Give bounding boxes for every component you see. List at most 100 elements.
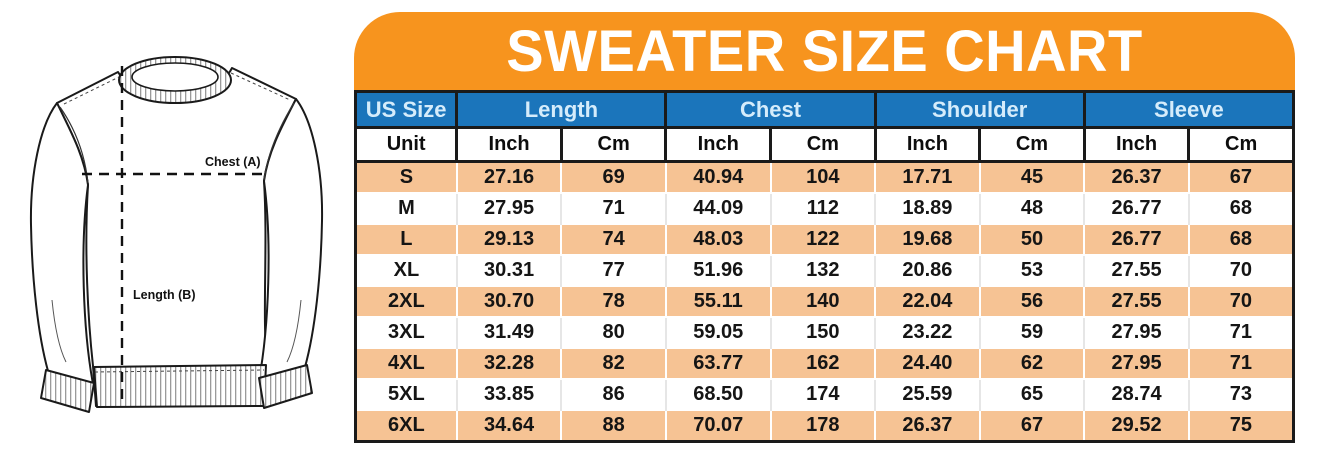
table-cell: 162 [770,347,877,379]
table-cell: 27.95 [1084,316,1190,348]
table-cell: 59.05 [665,316,772,348]
table-cell: 67 [979,409,1086,442]
table-cell: 27.55 [1084,285,1190,317]
table-cell: 31.49 [456,316,563,348]
table-cell: 19.68 [875,223,981,255]
table-cell: 69 [561,160,667,193]
table-cell: 67 [1188,160,1294,193]
table-cell: 32.28 [456,347,563,379]
table-row-4xl: 4XL 32.28 82 63.77 162 24.40 62 27.95 71 [355,347,1294,379]
table-cell: 77 [561,254,667,286]
table-cell: 104 [770,160,877,193]
sweater-right-cuff [258,364,313,409]
table-cell: 22.04 [875,285,981,317]
table-cell: 20.86 [875,254,981,286]
header-sleeve: Sleeve [1082,90,1296,129]
cell-size: 5XL [355,378,458,410]
chest-label: Chest (A) [205,155,261,169]
table-cell: 122 [770,223,877,255]
right-sleeve-fold-line [286,299,302,363]
table-cell: 26.77 [1084,192,1190,224]
table-row-3xl: 3XL 31.49 80 59.05 150 23.22 59 27.95 71 [355,316,1294,348]
unit-header: Inch [664,126,773,163]
table-cell: 27.55 [1084,254,1190,286]
table-cell: 25.59 [875,378,981,410]
table-row-m: M 27.95 71 44.09 112 18.89 48 26.77 68 [355,192,1294,224]
table-cell: 140 [770,285,877,317]
table-cell: 29.52 [1084,409,1190,442]
table-cell: 45 [979,160,1086,193]
table-cell: 40.94 [665,160,772,193]
hem-stitch-line [94,369,265,373]
table-cell: 24.40 [875,347,981,379]
cell-size: XL [355,254,458,286]
cell-size: 4XL [355,347,458,379]
unit-header: Cm [1187,126,1295,163]
table-cell: 18.89 [875,192,981,224]
size-chart-panel: SWEATER SIZE CHART US Size Length Chest … [353,12,1296,443]
right-shoulder-stitch-line [230,72,291,101]
header-shoulder: Shoulder [873,90,1086,129]
table-cell: 44.09 [665,192,772,224]
size-table: US Size Length Chest Shoulder Sleeve Uni… [353,90,1296,443]
left-shoulder-stitch-line [63,76,120,105]
table-row-2xl: 2XL 30.70 78 55.11 140 22.04 56 27.55 70 [355,285,1294,317]
table-cell: 63.77 [665,347,772,379]
table-cell: 51.96 [665,254,772,286]
table-cell: 70 [1188,254,1294,286]
table-cell: 26.37 [1084,160,1190,193]
table-cell: 48.03 [665,223,772,255]
table-cell: 29.13 [456,223,563,255]
table-cell: 80 [561,316,667,348]
table-row-6xl: 6XL 34.64 88 70.07 178 26.37 67 29.52 75 [355,409,1294,442]
unit-header: Inch [873,126,982,163]
cell-size: 6XL [355,409,458,442]
table-cell: 68.50 [665,378,772,410]
left-sleeve-fold-line [51,299,67,363]
table-row-s: S 27.16 69 40.94 104 17.71 45 26.37 67 [355,160,1294,193]
table-cell: 174 [770,378,877,410]
unit-header: Cm [769,126,877,163]
sweater-body [56,67,297,407]
table-cell: 88 [561,409,667,442]
table-cell: 26.77 [1084,223,1190,255]
table-cell: 26.37 [875,409,981,442]
header-length: Length [455,90,668,129]
table-cell: 71 [561,192,667,224]
unit-header: Cm [978,126,1086,163]
unit-header: Cm [559,126,668,163]
table-cell: 150 [770,316,877,348]
table-cell: 73 [1188,378,1294,410]
table-cell: 48 [979,192,1086,224]
table-cell: 33.85 [456,378,563,410]
table-cell: 112 [770,192,877,224]
table-cell: 75 [1188,409,1294,442]
sweater-left-cuff [40,369,95,413]
cell-size: 2XL [355,285,458,317]
table-cell: 55.11 [665,285,772,317]
table-row-l: L 29.13 74 48.03 122 19.68 50 26.77 68 [355,223,1294,255]
page-title: SWEATER SIZE CHART [506,17,1143,84]
cell-size: S [355,160,458,193]
table-cell: 59 [979,316,1086,348]
unit-header: Inch [1082,126,1191,163]
table-cell: 68 [1188,223,1294,255]
table-row-xl: XL 30.31 77 51.96 132 20.86 53 27.55 70 [355,254,1294,286]
title-banner: SWEATER SIZE CHART [354,12,1295,90]
cell-size: M [355,192,458,224]
table-cell: 71 [1188,316,1294,348]
table-cell: 71 [1188,347,1294,379]
unit-header: Unit [353,126,459,163]
column-group-row: US Size Length Chest Shoulder Sleeve [353,90,1296,129]
table-cell: 62 [979,347,1086,379]
sweater-diagram: Chest (A) Length (B) [0,0,355,465]
table-cell: 74 [561,223,667,255]
table-cell: 27.95 [1084,347,1190,379]
table-cell: 30.31 [456,254,563,286]
unit-row: Unit Inch Cm Inch Cm Inch Cm Inch Cm [353,126,1295,163]
right-armhole-seam [263,102,295,181]
table-cell: 178 [770,409,877,442]
table-cell: 78 [561,285,667,317]
sweater-collar-inner [131,62,219,92]
table-cell: 56 [979,285,1086,317]
